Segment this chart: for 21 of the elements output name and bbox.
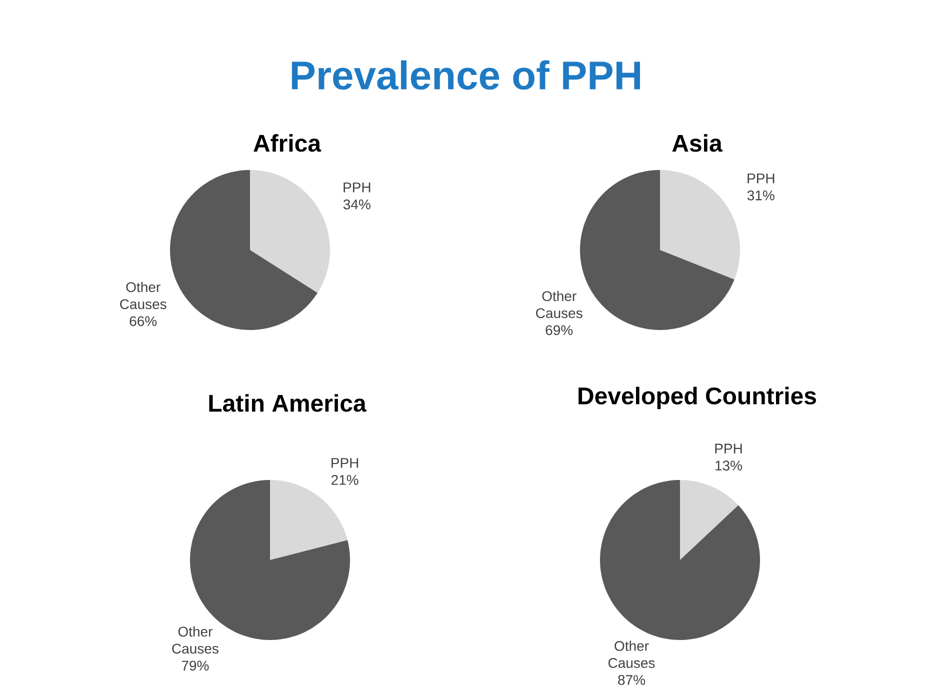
slice-label: Other Causes — [120, 282, 166, 310]
slice-label: Other Causes — [536, 290, 582, 318]
data-label: 87% — [618, 675, 646, 685]
text: Prevalence of PPH — [292, 60, 640, 90]
chart-title: Africa — [254, 134, 322, 152]
chart-title: Latin America — [209, 394, 366, 412]
slice-label: Other Causes — [608, 640, 655, 668]
data-label: 13% — [716, 460, 742, 471]
data-label: 21% — [332, 474, 358, 485]
data-label: 31% — [747, 190, 774, 200]
data-label: 79% — [182, 660, 209, 671]
data-label: 69% — [546, 325, 573, 336]
chart-title: Asia — [672, 134, 722, 152]
slice-label: PPH — [332, 458, 358, 468]
slice-label: PPH — [344, 182, 370, 192]
chart-title: Developed Countries — [578, 386, 816, 410]
slice-label: PPH — [748, 174, 774, 184]
slice-label: PPH — [715, 444, 742, 454]
data-label: 66% — [130, 316, 157, 326]
slice-label: Other Causes — [172, 626, 218, 654]
data-label: 34% — [343, 199, 370, 210]
